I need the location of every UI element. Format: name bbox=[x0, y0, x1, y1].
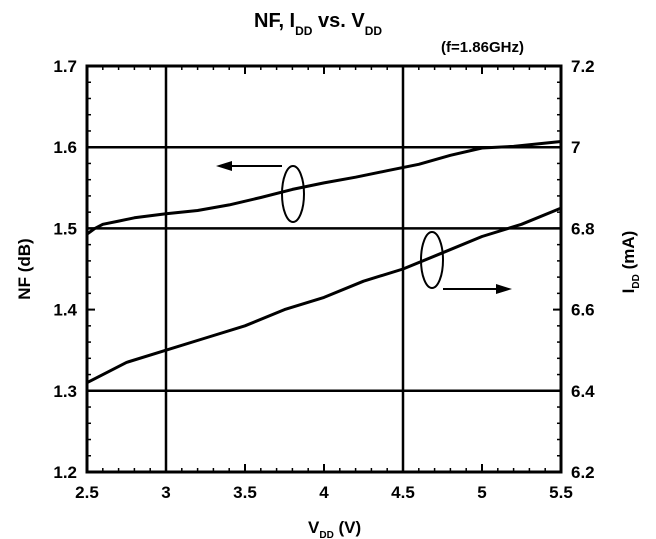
y-axis-label-right-sub: DD bbox=[631, 274, 642, 288]
x-tick-label: 3 bbox=[161, 483, 170, 502]
x-axis-label-unit: (V) bbox=[334, 518, 361, 537]
idd-series-line bbox=[86, 206, 562, 385]
y-left-tick-label: 1.7 bbox=[53, 57, 77, 76]
y-left-tick-label: 1.3 bbox=[53, 382, 77, 401]
series-layer bbox=[86, 140, 562, 385]
y-right-tick-label: 6.4 bbox=[571, 382, 595, 401]
x-axis-label-sub: DD bbox=[319, 530, 333, 539]
idd-arrow-head bbox=[496, 284, 512, 294]
chart-title-main: NF, I bbox=[254, 10, 295, 32]
y-left-tick-label: 1.5 bbox=[53, 219, 77, 238]
y-right-tick-label: 7 bbox=[571, 138, 580, 157]
nf-series-ellipse bbox=[281, 165, 305, 223]
tick-layer: 2.5 3 3.5 4 4.5 5 5.5 1.2 1.3 1.4 1.5 1.6 1.7 6.2 6.4 6… bbox=[53, 57, 595, 502]
grid-layer bbox=[87, 66, 561, 472]
x-tick-label: 3.5 bbox=[233, 483, 257, 502]
idd-series-ellipse bbox=[420, 231, 444, 289]
chart-condition: (f=1.86GHz) bbox=[441, 39, 524, 56]
nf-series-line bbox=[86, 140, 562, 236]
nf-arrow-head bbox=[216, 161, 232, 171]
y-right-tick-label: 6.2 bbox=[571, 463, 595, 482]
chart-title-sub1: DD bbox=[295, 24, 313, 38]
y-axis-label-right-main: I bbox=[619, 289, 638, 294]
y-left-tick-label: 1.2 bbox=[53, 463, 77, 482]
y-right-tick-label: 6.8 bbox=[571, 219, 595, 238]
y-axis-label-right-unit: (mA) bbox=[619, 231, 638, 274]
y-axis-label-left: NF (dB) bbox=[15, 238, 34, 299]
x-axis-label-main: V bbox=[308, 518, 320, 537]
chart-title: NF, IDD vs. VDD bbox=[254, 10, 382, 38]
y-left-tick-label: 1.6 bbox=[53, 138, 77, 157]
y-left-tick-label: 1.4 bbox=[53, 301, 77, 320]
plot-frame bbox=[85, 64, 563, 474]
x-tick-label: 5 bbox=[477, 483, 486, 502]
x-axis-label: VDD (V) bbox=[308, 518, 361, 539]
y-right-tick-label: 6.6 bbox=[571, 301, 595, 320]
x-tick-label: 2.5 bbox=[75, 483, 99, 502]
y-right-tick-label: 7.2 bbox=[571, 57, 595, 76]
y-axis-label-right: IDD (mA) bbox=[619, 231, 642, 294]
x-tick-label: 4.5 bbox=[391, 483, 415, 502]
x-tick-label: 5.5 bbox=[549, 483, 573, 502]
x-tick-label: 4 bbox=[319, 483, 329, 502]
annotation-layer bbox=[216, 161, 512, 294]
chart-title-sub2: DD bbox=[365, 24, 383, 38]
chart-title-mid: vs. V bbox=[312, 10, 365, 32]
